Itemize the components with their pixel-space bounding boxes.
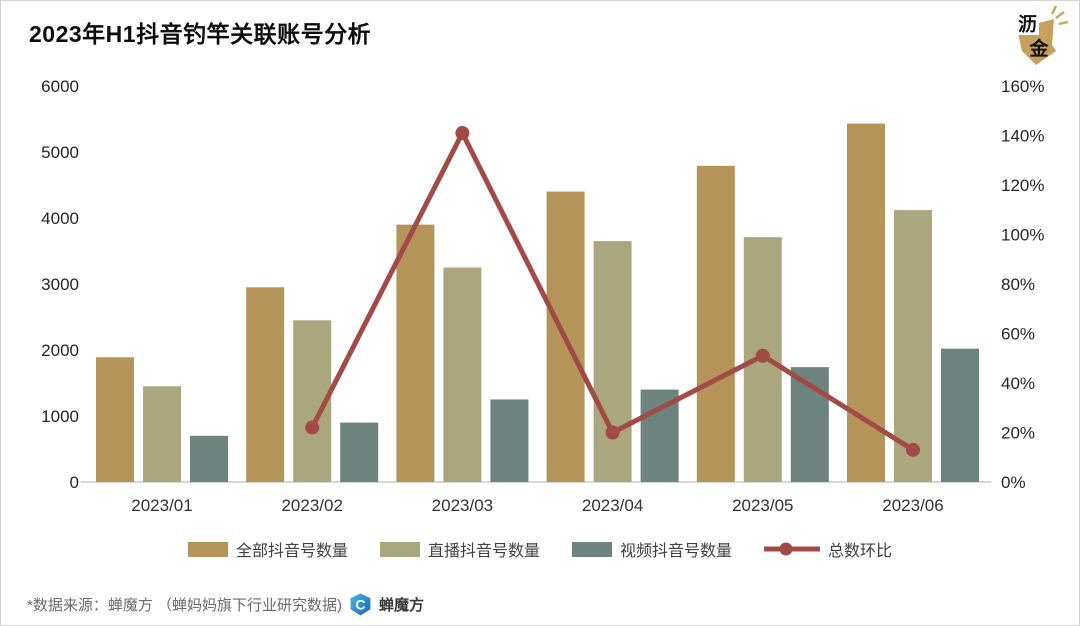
right-axis-tick: 40% [1001,374,1035,393]
left-axis-tick: 5000 [41,143,79,162]
lijin-badge-icon: 沥 金 [1016,5,1069,65]
line-point [906,442,920,457]
left-axis-tick: 1000 [41,407,79,426]
chart-legend: 全部抖音号数量 直播抖音号数量 视频抖音号数量 总数环比 [1,536,1079,562]
footer-brand-label: 蝉魔方 [379,596,425,614]
right-axis-tick: 0% [1001,473,1026,492]
chanmofang-logo-icon: C [350,593,371,615]
line-point [755,348,770,363]
x-axis-label: 2023/04 [582,496,643,515]
bar-视频抖音号数量-2023/06 [941,348,979,482]
bar-视频抖音号数量-2023/03 [490,399,529,482]
bar-视频抖音号数量-2023/01 [190,435,228,482]
line-point [305,420,320,435]
x-axis-label: 2023/03 [432,496,493,515]
legend-label: 总数环比 [828,543,893,560]
bar-直播抖音号数量-2023/04 [593,241,632,482]
legend-line-icon [764,542,821,556]
left-axis-tick: 0 [70,473,79,492]
left-axis-tick: 4000 [41,209,79,228]
bar-全部抖音号数量-2023/01 [96,357,134,482]
bar-直播抖音号数量-2023/06 [894,210,932,482]
bar-全部抖音号数量-2023/02 [246,287,285,482]
legend-label: 直播抖音号数量 [427,543,540,560]
lijin-char-top: 沥 [1018,14,1037,36]
x-axis-label: 2023/02 [281,496,342,515]
line-point [455,126,470,141]
legend-label: 全部抖音号数量 [235,543,348,560]
legend-label: 视频抖音号数量 [620,543,733,560]
left-axis-tick: 3000 [41,275,79,294]
legend-item: 全部抖音号数量 [187,537,348,561]
right-axis-tick: 60% [1001,325,1035,344]
bar-视频抖音号数量-2023/04 [640,389,679,482]
page-title: 2023年H1抖音钓竿关联账号分析 [29,21,372,47]
legend-swatch-icon [379,541,420,557]
bar-全部抖音号数量-2023/05 [696,165,735,483]
x-axis-label: 2023/06 [882,496,943,515]
legend-item: 视频抖音号数量 [572,537,732,561]
line-point [605,425,620,440]
data-source-text: *数据来源：蝉魔方 （蝉妈妈旗下行业研究数据) [27,596,343,614]
left-axis-tick: 2000 [41,341,79,360]
legend-item: 总数环比 [764,537,892,561]
footer: *数据来源：蝉魔方 （蝉妈妈旗下行业研究数据) C 蝉魔方 [27,590,424,618]
right-axis-tick: 100% [1001,226,1044,245]
x-axis-label: 2023/01 [131,496,192,515]
bar-直播抖音号数量-2023/01 [143,386,181,482]
bar-直播抖音号数量-2023/03 [443,267,482,482]
right-axis-tick: 80% [1001,275,1035,294]
x-axis-label: 2023/05 [732,496,793,515]
right-axis-tick: 20% [1001,424,1035,443]
bar-视频抖音号数量-2023/02 [340,422,379,482]
right-axis-tick: 160% [1001,77,1044,96]
legend-item: 直播抖音号数量 [379,537,540,561]
lijin-badge-square [1016,12,1039,35]
legend-swatch-icon [187,541,228,557]
bar-全部抖音号数量-2023/03 [396,224,435,482]
left-axis-tick: 6000 [41,77,79,96]
right-axis-tick: 120% [1001,176,1044,195]
right-axis-tick: 140% [1001,127,1044,146]
lijin-char-bottom: 金 [1028,37,1049,60]
legend-swatch-icon [572,541,612,557]
chanmofang-logo-glyph: C [355,596,365,612]
